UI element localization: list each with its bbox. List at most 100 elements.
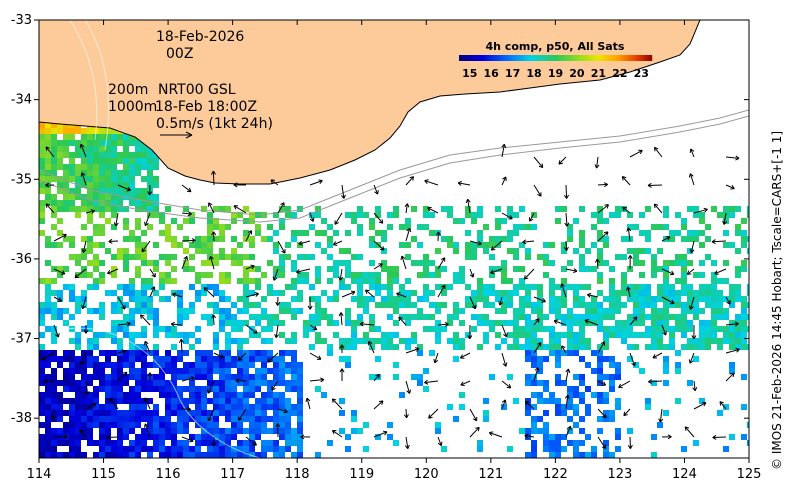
current-arrow: [686, 268, 695, 275]
current-arrowhead: [41, 355, 46, 361]
current-arrow: [203, 287, 215, 298]
current-arrow: [339, 268, 343, 281]
current-arrowhead: [563, 246, 569, 251]
current-arrow: [469, 240, 482, 245]
current-arrow: [501, 380, 512, 389]
current-arrow: [373, 212, 384, 224]
current-arrowhead: [151, 273, 156, 278]
current-arrowhead: [172, 292, 177, 298]
current-arrowhead: [534, 367, 540, 372]
current-arrowhead: [490, 269, 495, 275]
current-arrowhead: [340, 194, 346, 199]
current-arrow: [437, 284, 446, 298]
current-arrow: [725, 323, 739, 326]
current-arrowhead: [627, 255, 633, 260]
current-arrowhead: [364, 289, 370, 294]
current-arrow: [332, 430, 343, 438]
current-arrow: [725, 348, 740, 354]
current-arrowhead: [618, 383, 623, 389]
current-arrowhead: [106, 434, 111, 440]
current-arrowhead: [477, 240, 482, 246]
current-arrow: [212, 171, 215, 186]
current-arrow: [684, 426, 695, 438]
current-arrowhead: [623, 411, 628, 417]
current-arrowhead: [722, 220, 728, 225]
current-arrowhead: [653, 146, 659, 152]
current-arrowhead: [79, 143, 85, 149]
current-arrow: [565, 425, 572, 438]
current-arrow: [565, 268, 578, 272]
current-arrow: [437, 323, 449, 326]
current-arrowhead: [144, 397, 149, 402]
current-arrowhead: [90, 209, 95, 214]
current-arrow: [115, 212, 119, 227]
current-arrowhead: [601, 444, 607, 450]
current-arrow: [712, 240, 727, 243]
x-tick-label: 120: [414, 467, 439, 482]
current-arrowhead: [730, 372, 735, 378]
y-tick-label: -38: [11, 411, 32, 426]
current-arrowhead: [469, 273, 475, 278]
current-arrowhead: [475, 426, 480, 432]
current-arrowhead: [122, 371, 128, 377]
current-arrowhead: [80, 360, 85, 366]
current-arrow: [74, 268, 87, 279]
current-arrow: [565, 212, 568, 227]
current-arrowhead: [211, 442, 217, 447]
current-arrowhead: [305, 397, 311, 403]
current-arrow: [296, 268, 311, 273]
current-arrow: [661, 236, 671, 242]
current-arrow: [141, 240, 151, 253]
current-arrow: [659, 408, 663, 423]
current-arrowhead: [296, 269, 301, 274]
current-arrowhead: [560, 283, 566, 288]
colorbar: 4h comp, p50, All Sats 15 16 17 18 19 20 21 22 2…: [459, 40, 653, 80]
current-arrowhead: [272, 276, 278, 281]
current-arrow: [45, 146, 55, 158]
colorbar-title: 4h comp, p50, All Sats: [486, 40, 625, 53]
current-arrow: [53, 234, 67, 242]
isobath-1000m: [39, 115, 749, 223]
current-arrow: [373, 373, 380, 382]
current-arrow: [53, 268, 66, 275]
current-arrow: [233, 205, 247, 214]
current-arrowhead: [688, 305, 694, 310]
current-arrow: [41, 352, 55, 360]
current-arrow: [208, 202, 215, 214]
current-arrowhead: [501, 399, 507, 404]
current-arrow: [597, 183, 608, 186]
current-arrow: [373, 263, 383, 270]
current-arrow: [725, 372, 735, 382]
current-arrowhead: [503, 332, 508, 338]
current-arrowhead: [309, 217, 315, 222]
current-arrowhead: [300, 434, 305, 440]
current-arrowhead: [691, 335, 697, 340]
current-arrow: [533, 156, 544, 168]
current-arrowhead: [191, 238, 196, 244]
current-source: NRT00 GSL: [158, 82, 236, 98]
current-arrowhead: [207, 416, 212, 422]
current-arrowhead: [573, 268, 578, 274]
current-arrow: [341, 184, 345, 199]
current-arrow: [341, 291, 356, 298]
current-arrowhead: [91, 403, 97, 408]
current-arrowhead: [626, 286, 631, 291]
x-tick-label: 122: [543, 467, 568, 482]
colorbar-label: 22: [612, 67, 627, 80]
current-arrowhead: [538, 163, 544, 169]
current-arrowhead: [688, 359, 694, 364]
current-arrowhead: [467, 335, 473, 340]
current-arrow: [501, 324, 508, 338]
current-arrow: [245, 265, 255, 270]
current-arrowhead: [150, 286, 156, 291]
current-arrow: [53, 324, 59, 338]
current-arrowhead: [594, 164, 600, 169]
map-date: 18-Feb-2026: [156, 29, 245, 45]
current-arrowhead: [701, 401, 707, 407]
current-arrowhead: [567, 425, 572, 431]
map-hour: 00Z: [166, 46, 194, 62]
current-arrowhead: [233, 182, 238, 188]
current-arrowhead: [208, 202, 213, 207]
current-arrowhead: [338, 276, 344, 281]
current-arrowhead: [711, 239, 716, 245]
